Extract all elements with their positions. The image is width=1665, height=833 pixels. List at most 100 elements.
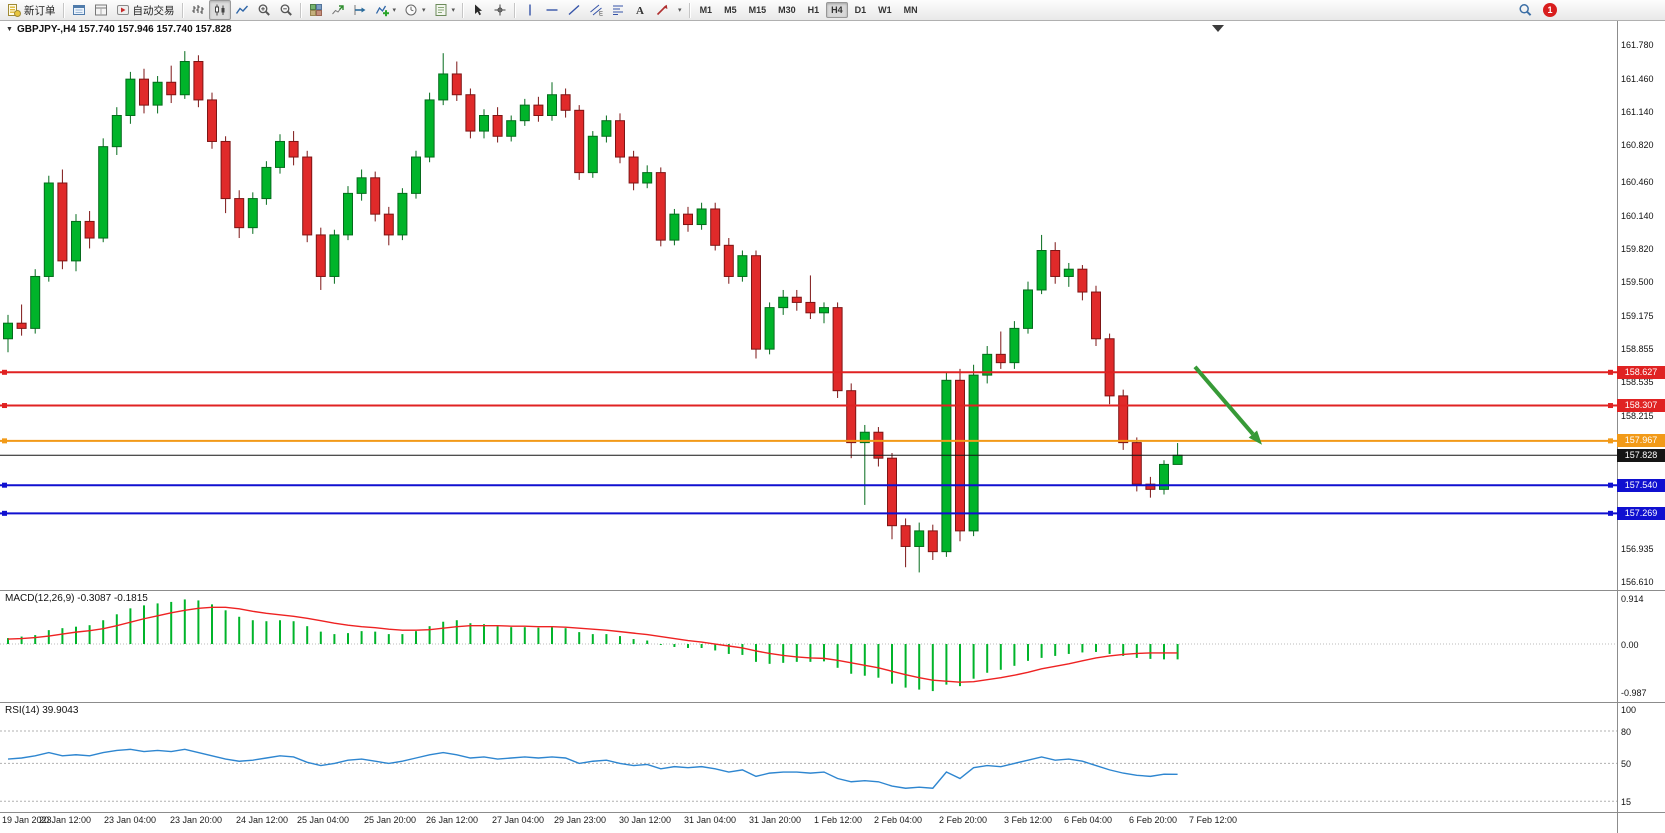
rsi-tick-label: 15	[1621, 796, 1632, 807]
auto-scroll-button[interactable]	[327, 0, 349, 20]
candle-body	[846, 390, 857, 444]
resistance-line-2-left-handle[interactable]	[2, 403, 7, 409]
horizontal-line-button[interactable]	[541, 0, 563, 20]
arrows-button[interactable]	[651, 0, 673, 20]
candle-body	[343, 192, 353, 236]
data-window-button[interactable]	[90, 0, 112, 20]
timeframe-m30-button[interactable]: M30	[778, 5, 796, 15]
zoom-in-icon	[257, 3, 271, 17]
candle-body	[927, 530, 938, 553]
candle-body	[723, 244, 734, 277]
collapse-chart-icon[interactable]: ▼	[6, 26, 13, 33]
fibonacci-button[interactable]	[607, 0, 629, 20]
data-window-icon	[94, 3, 108, 17]
support-line-1-left-handle[interactable]	[2, 482, 7, 488]
resistance-line-2-right-handle[interactable]	[1608, 403, 1613, 409]
resistance-line-1-right-handle[interactable]	[1608, 369, 1613, 375]
timeframe-h4-button[interactable]: H4	[826, 2, 848, 18]
candle-body	[139, 78, 149, 106]
timeframe-m5-button[interactable]: M5	[724, 5, 737, 15]
hlines-layer	[0, 369, 1617, 516]
text-button[interactable]: A	[629, 0, 651, 20]
candle-body	[710, 208, 721, 246]
shapes-dropdown-button[interactable]: ▾	[673, 0, 686, 20]
resistance-line-1-left-handle[interactable]	[2, 369, 7, 375]
autotrading-icon	[116, 3, 130, 17]
timeframe-h1-button[interactable]: H1	[807, 5, 820, 15]
zoom-out-button[interactable]	[275, 0, 297, 20]
templates-button[interactable]: ▾	[430, 0, 460, 20]
support-line-2-right-handle[interactable]	[1608, 510, 1613, 516]
frame-layer	[0, 21, 1665, 833]
time-tick-label: 23 Jan 20:00	[170, 815, 223, 825]
candle-body	[98, 146, 109, 239]
price-tick-label: 160.820	[1621, 140, 1654, 151]
pivot-line-orange-right-handle[interactable]	[1608, 438, 1613, 444]
line-chart-button[interactable]	[231, 0, 253, 20]
timeframe-mn-button[interactable]: MN	[903, 5, 918, 15]
chart-shift-button[interactable]	[349, 0, 371, 20]
vertical-line-button[interactable]	[519, 0, 541, 20]
candle-body	[247, 198, 258, 229]
time-tick-label: 1 Feb 12:00	[814, 815, 863, 825]
rsi-line	[7, 748, 1178, 789]
price-tick-label: 159.500	[1621, 277, 1654, 288]
chart-ohlc-text: GBPJPY-,H4 157.740 157.946 157.740 157.8…	[16, 24, 232, 35]
time-tick-label: 6 Feb 20:00	[1129, 815, 1178, 825]
charts-window-button[interactable]	[68, 0, 90, 20]
trend-arrow-head[interactable]	[1248, 430, 1262, 445]
search-button[interactable]	[1514, 0, 1536, 20]
zoom-in-button[interactable]	[253, 0, 275, 20]
cursor-button[interactable]	[467, 0, 489, 20]
tile-windows-button[interactable]	[305, 0, 327, 20]
arrows-icon	[655, 3, 669, 17]
resistance-line-2-price-badge: 158.307	[1617, 399, 1665, 413]
chart-shift-marker[interactable]	[1212, 25, 1224, 32]
support-line-2-left-handle[interactable]	[2, 510, 7, 516]
market-watch-icon	[72, 3, 86, 17]
timeframe-m15-button[interactable]: M15	[748, 5, 767, 15]
candle-body	[914, 530, 925, 547]
periods-button[interactable]: ▾	[400, 0, 430, 20]
timeframe-d1-button[interactable]: D1	[854, 5, 867, 15]
notifications-badge[interactable]: 1	[1543, 3, 1557, 17]
new-order-button[interactable]: 新订单	[3, 0, 60, 20]
pivot-line-orange-left-handle[interactable]	[2, 438, 7, 444]
toolbar-right-group: 1	[1514, 0, 1557, 20]
time-tick-label: 24 Jan 12:00	[236, 815, 289, 825]
price-chart-canvas[interactable]	[0, 21, 1665, 833]
candlestick-chart-button[interactable]	[208, 0, 231, 20]
time-tick-label: 2 Feb 20:00	[939, 815, 988, 825]
time-tick-label: 19 Jan 2023	[2, 815, 52, 825]
candle-body	[261, 166, 272, 200]
autotrading-button[interactable]: 自动交易	[112, 0, 179, 20]
new-order-icon	[7, 3, 21, 17]
support-line-2-price-badge: 157.269	[1617, 506, 1665, 520]
candle-body	[438, 73, 449, 101]
channel-button[interactable]: E	[585, 0, 607, 20]
timeframe-w1-button[interactable]: W1	[878, 5, 892, 15]
price-tick-label: 156.935	[1621, 543, 1654, 554]
candle-body	[492, 115, 503, 137]
candle-body	[451, 73, 462, 96]
candle-body	[193, 61, 204, 101]
indicators-button[interactable]: ▾	[371, 0, 401, 20]
candle-body	[1023, 289, 1033, 329]
time-tick-label: 25 Jan 04:00	[297, 815, 350, 825]
crosshair-button[interactable]	[489, 0, 511, 20]
support-line-1-right-handle[interactable]	[1608, 482, 1613, 488]
trendline-button[interactable]	[563, 0, 585, 20]
indicators-icon	[375, 3, 389, 17]
trend-arrow[interactable]	[1193, 365, 1255, 436]
time-tick-label: 23 Jan 04:00	[104, 815, 157, 825]
macd-tick-label: 0.914	[1621, 594, 1644, 605]
candle-body	[887, 457, 897, 527]
candle-body	[506, 120, 517, 137]
candle-body	[315, 234, 326, 277]
candle-body	[1077, 268, 1088, 293]
candle-body	[995, 353, 1006, 364]
bar-chart-button[interactable]	[187, 0, 209, 20]
candle-body	[152, 81, 163, 106]
timeframe-m1-button[interactable]: M1	[699, 5, 713, 15]
candle-body	[1063, 268, 1074, 277]
